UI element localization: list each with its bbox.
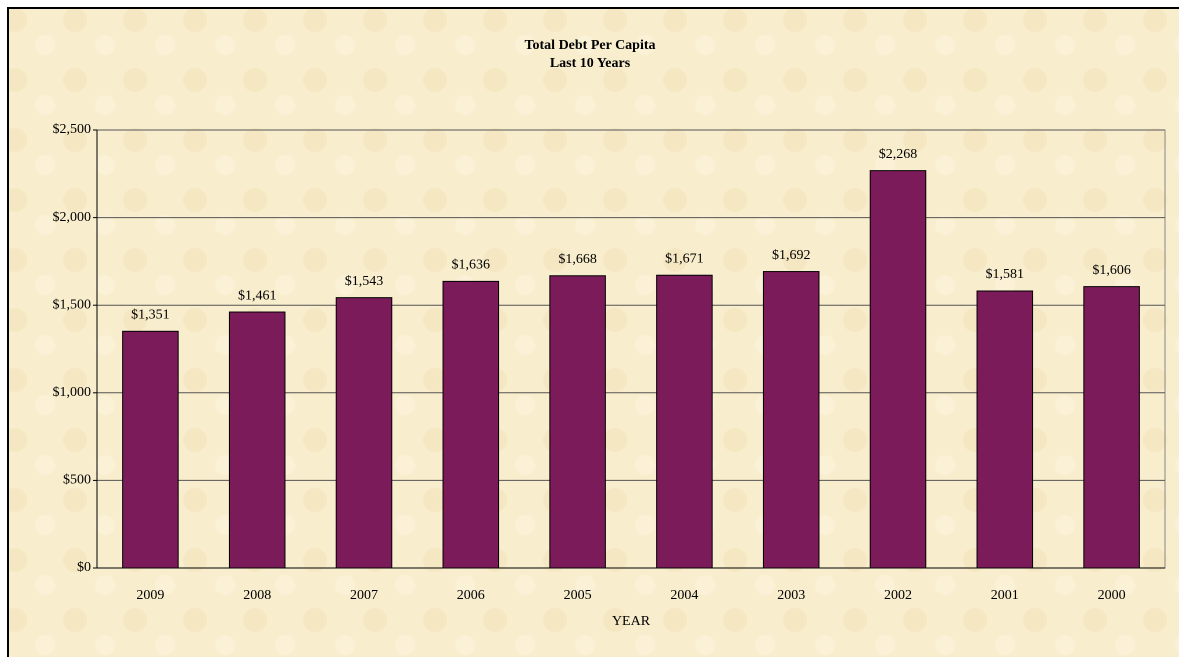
x-tick-label: 2000 xyxy=(1098,588,1126,603)
x-tick-label: 2003 xyxy=(777,588,805,603)
bar xyxy=(549,275,606,569)
x-tick-label: 2004 xyxy=(670,588,698,603)
x-axis-label: YEAR xyxy=(612,614,651,629)
bar xyxy=(1083,286,1140,569)
bar xyxy=(122,330,179,569)
x-tick-label: 2006 xyxy=(457,588,485,603)
data-label: $2,268 xyxy=(879,147,918,162)
chart-subtitle: Last 10 Years xyxy=(550,56,631,71)
bar xyxy=(442,280,500,569)
data-label: $1,543 xyxy=(345,274,384,289)
y-tick-label: $2,000 xyxy=(53,210,92,225)
data-label: $1,351 xyxy=(131,308,170,323)
bar xyxy=(656,274,713,569)
x-tick-label: 2009 xyxy=(136,588,164,603)
data-label: $1,461 xyxy=(238,288,277,303)
x-tick-label: 2007 xyxy=(350,588,378,603)
x-tick-label: 2005 xyxy=(564,588,592,603)
data-label: $1,581 xyxy=(986,267,1025,282)
bar xyxy=(762,271,820,569)
data-label: $1,671 xyxy=(665,251,704,266)
data-label: $1,636 xyxy=(452,258,491,273)
bar xyxy=(869,170,927,569)
y-tick-label: $500 xyxy=(63,473,91,488)
data-label: $1,606 xyxy=(1092,263,1131,278)
bar xyxy=(976,290,1034,569)
chart-title: Total Debt Per Capita xyxy=(524,38,655,53)
data-label: $1,668 xyxy=(558,252,597,267)
bar xyxy=(228,311,286,569)
y-tick-label: $1,000 xyxy=(53,385,92,400)
x-tick-label: 2001 xyxy=(991,588,1019,603)
x-tick-label: 2002 xyxy=(884,588,912,603)
y-tick-label: $1,500 xyxy=(53,297,92,312)
data-label: $1,692 xyxy=(772,248,811,263)
bar xyxy=(335,297,393,569)
y-tick-label: $0 xyxy=(77,560,91,575)
y-tick-label: $2,500 xyxy=(53,122,92,137)
x-tick-label: 2008 xyxy=(243,588,271,603)
